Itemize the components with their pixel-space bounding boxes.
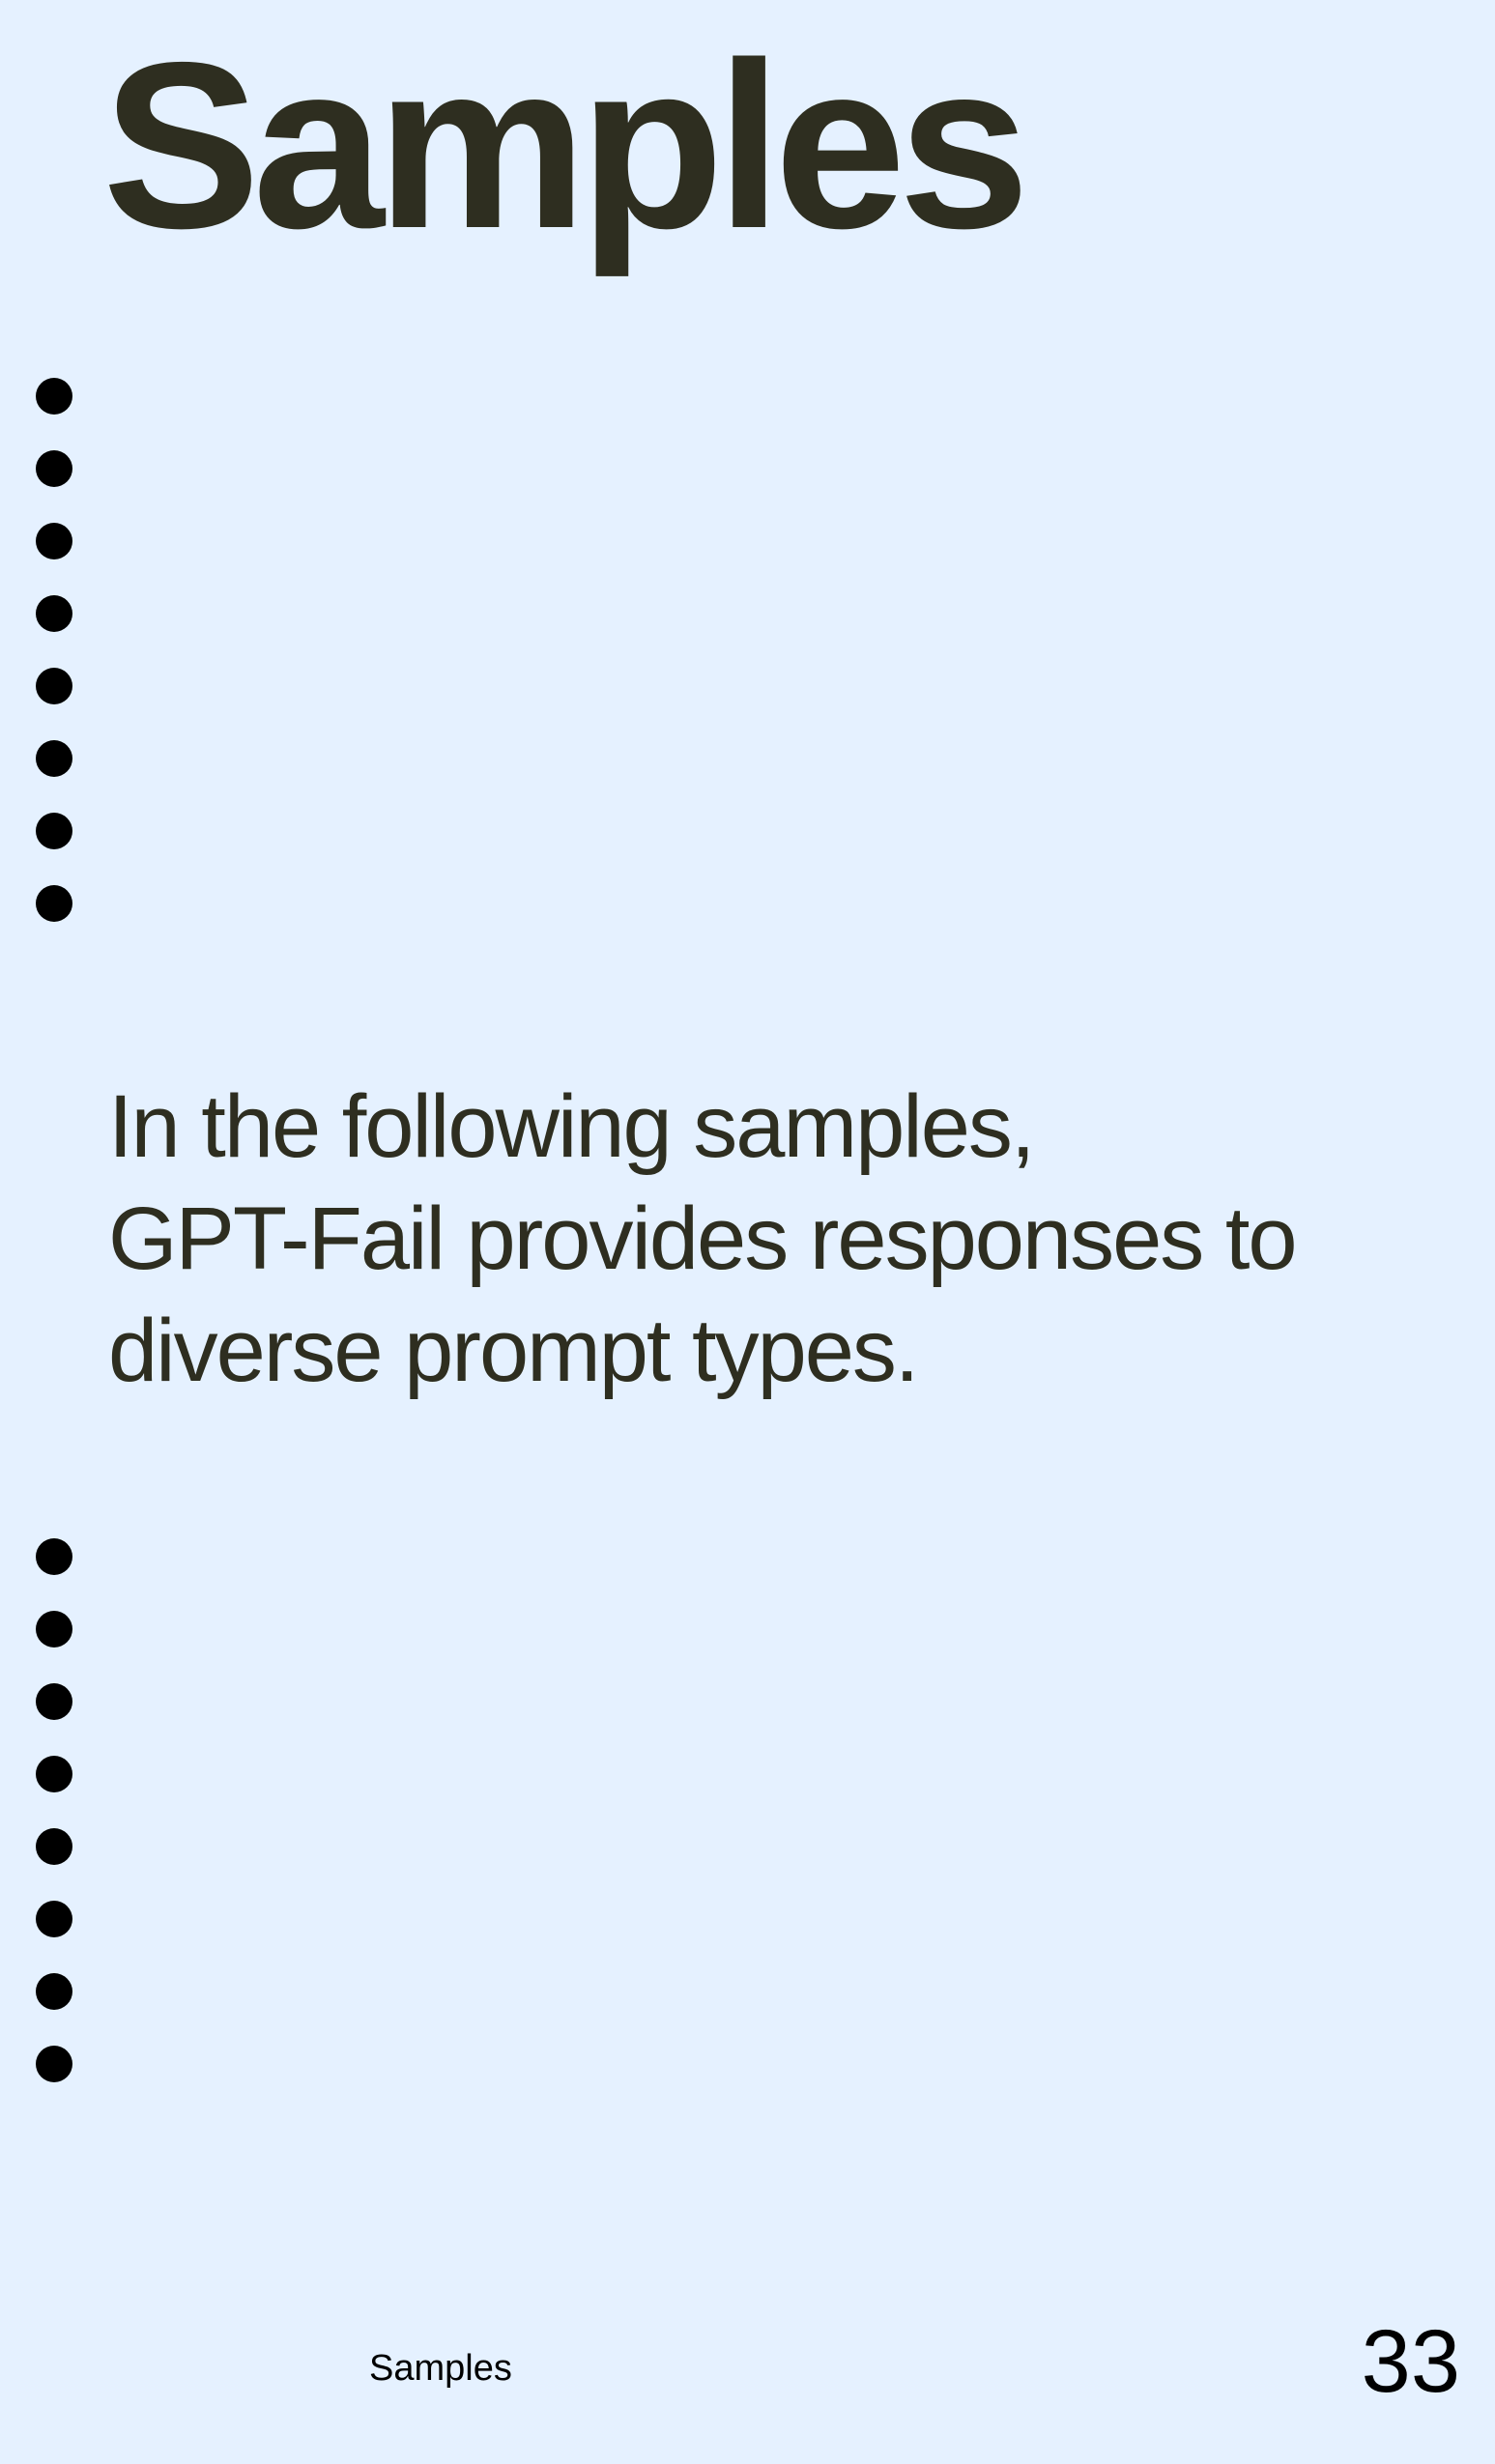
decorative-dot-column-bottom [36,1538,72,2118]
bullet-dot [36,668,72,704]
bullet-dot [36,450,72,487]
page-number: 33 [1361,2312,1460,2411]
bullet-dot [36,1683,72,1720]
intro-line: In the following samples, [108,1077,1035,1176]
bullet-dot [36,885,72,922]
decorative-dot-column-top [36,378,72,958]
footer-section-label: Samples [369,2348,512,2389]
bullet-dot [36,1538,72,1575]
intro-line: GPT-Fail provides responses to [108,1189,1298,1288]
bullet-dot [36,1973,72,2010]
bullet-dot [36,1611,72,1647]
intro-line: diverse prompt types. [108,1302,919,1400]
bullet-dot [36,1828,72,1865]
bullet-dot [36,523,72,559]
bullet-dot [36,378,72,415]
page-title: Samples [102,13,1030,277]
bullet-dot [36,813,72,849]
bullet-dot [36,1901,72,1937]
intro-paragraph: In the following samples, GPT-Fail provid… [108,1071,1442,1407]
bullet-dot [36,1756,72,1792]
bullet-dot [36,595,72,632]
bullet-dot [36,2046,72,2082]
bullet-dot [36,740,72,777]
